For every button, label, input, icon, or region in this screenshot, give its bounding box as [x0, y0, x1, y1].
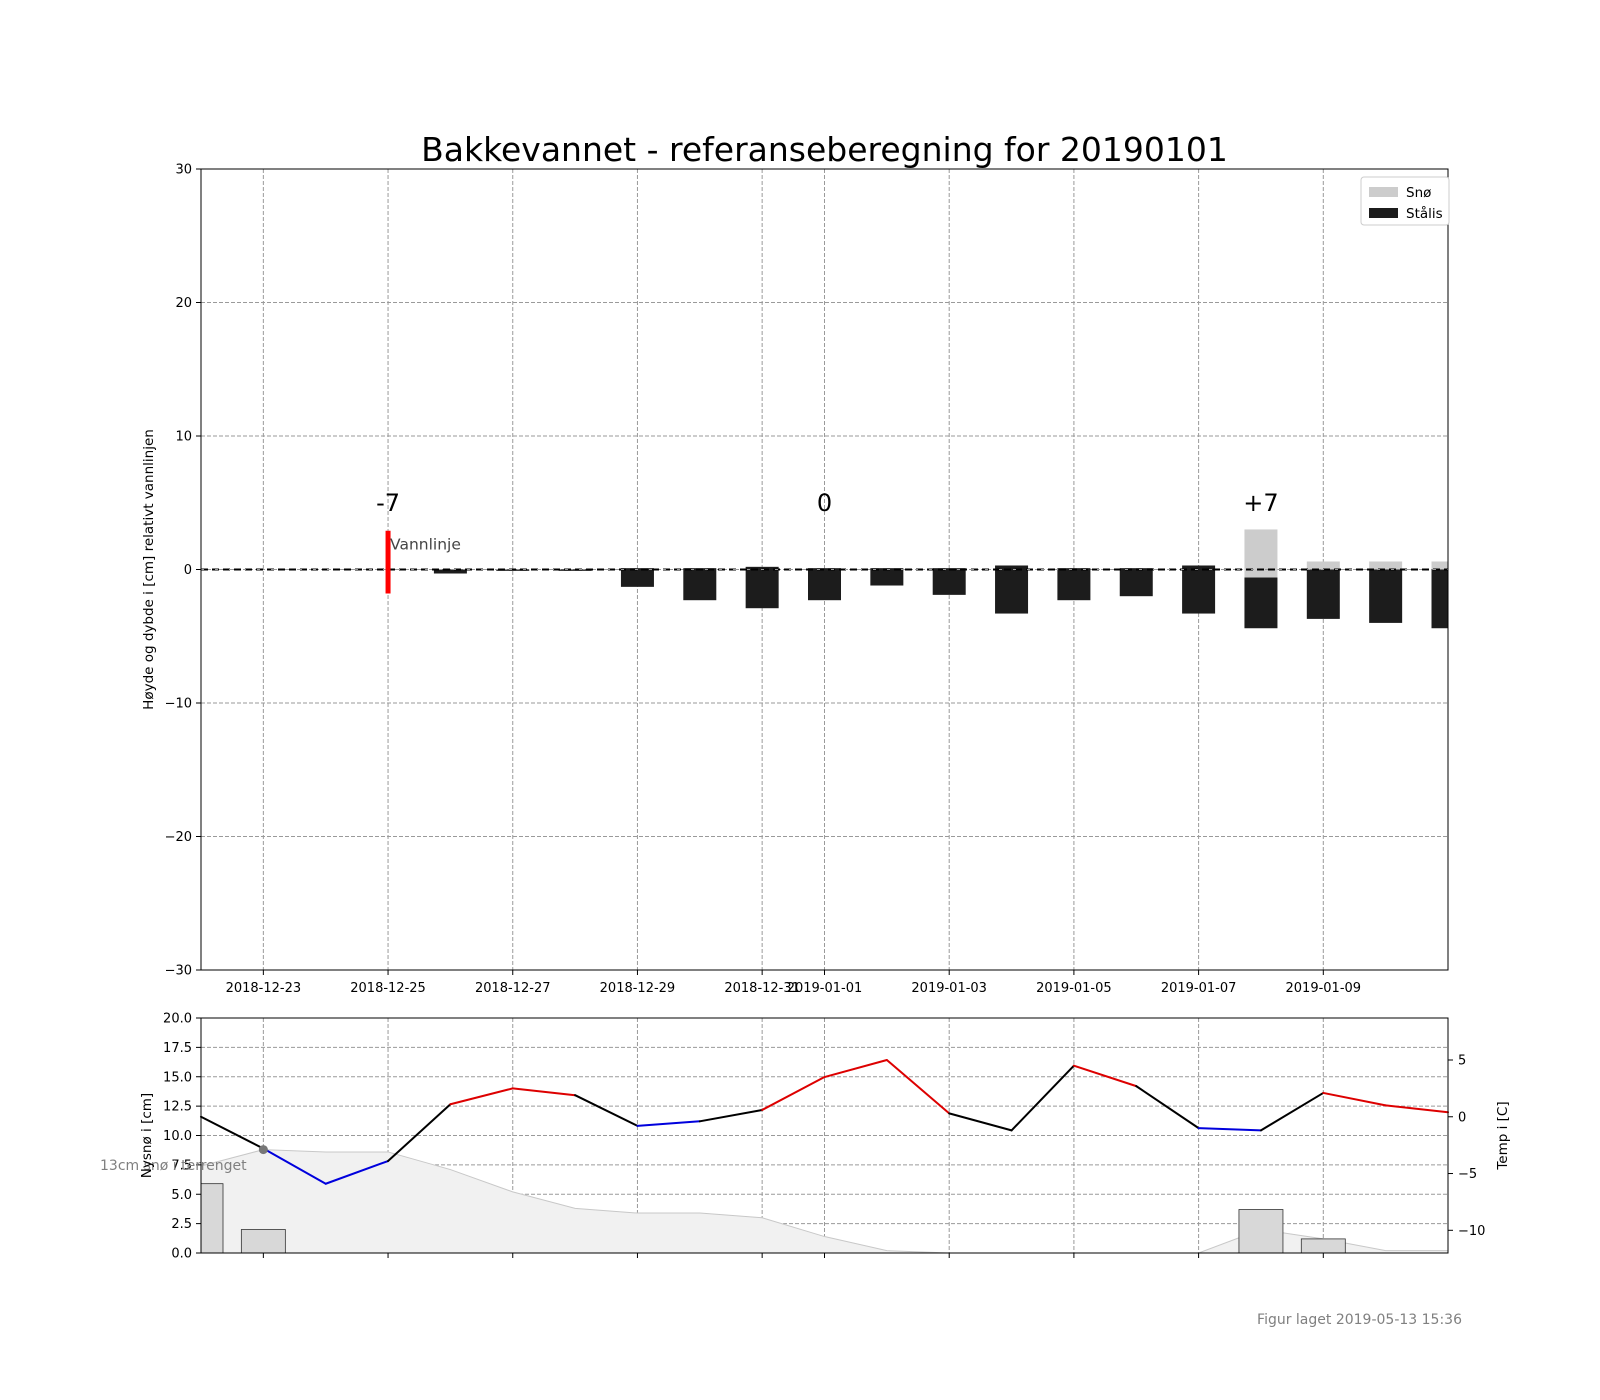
bottom-y-tick-label: 7.5 — [171, 1158, 192, 1173]
bottom-y-tick-label: 10.0 — [163, 1129, 192, 1144]
bottom-y-tick-label: 20.0 — [163, 1012, 192, 1027]
temp-tick-label: −10 — [1458, 1224, 1485, 1239]
top-x-tick-label: 2018-12-25 — [350, 981, 426, 996]
new-snow-bar — [1238, 1209, 1284, 1254]
top-y-tick-label: 0 — [184, 563, 192, 578]
temp-tick-label: −5 — [1458, 1167, 1477, 1182]
bottom-y-tick-label: 5.0 — [171, 1188, 192, 1203]
ice-bar — [870, 568, 904, 586]
bottom-y-tick-label: 15.0 — [163, 1070, 192, 1085]
top-chart-frame — [200, 168, 1449, 971]
temperature-segment — [262, 1147, 327, 1185]
temperature-segment — [823, 1059, 888, 1079]
top-chart-annotations: Vannlinje -7 0 +7 — [376, 489, 1279, 594]
legend-label: Stålis — [1406, 205, 1443, 222]
temperature-segment — [1135, 1085, 1200, 1130]
bottom-chart-temperature — [200, 1059, 1449, 1185]
bottom-chart-annotations: 13cm snø i terrenget — [100, 1145, 268, 1174]
top-chart-ticks: −30 −20 −10 0 10 20 30 2018-12-23 2018-12-25 2018… — [165, 163, 1362, 997]
top-y-tick-label: −30 — [165, 964, 192, 979]
ice-bar — [620, 568, 654, 587]
temperature-segment — [1322, 1091, 1387, 1107]
ice-bar — [1244, 577, 1278, 629]
ice-bar — [932, 568, 966, 595]
temperature-segment — [387, 1103, 452, 1163]
top-y-tick-label: −10 — [165, 697, 192, 712]
temperature-segment — [1010, 1064, 1075, 1132]
day-marker: +7 — [1243, 489, 1278, 517]
waterline-label: Vannlinje — [390, 535, 461, 553]
temperature-segment — [324, 1160, 390, 1185]
top-x-tick-label: 2019-01-09 — [1286, 981, 1362, 996]
new-snow-bar — [240, 1229, 286, 1254]
bottom-chart-ticks: 0.0 2.5 5.0 7.5 10.0 12.5 15.0 17.5 20.0 −10 −5 0 5 — [163, 1012, 1485, 1262]
snow-bar — [1369, 561, 1403, 570]
temperature-segment — [948, 1112, 1013, 1132]
temperature-segment — [885, 1059, 951, 1115]
top-x-tick-label: 2019-01-03 — [911, 981, 987, 996]
chart-title: Bakkevannet - referanseberegning for 201… — [421, 130, 1228, 169]
top-y-axis-label: Høyde og dybde i [cm] relativt vannlinje… — [141, 429, 157, 710]
top-chart-bars — [433, 529, 1448, 629]
bottom-y-tick-label: 0.0 — [171, 1247, 192, 1262]
temperature-segment — [1197, 1127, 1262, 1132]
new-snow-bar — [200, 1183, 224, 1254]
top-y-tick-label: 30 — [175, 163, 192, 178]
temperature-segment — [698, 1108, 764, 1123]
temperature-segment — [449, 1087, 514, 1106]
ice-bar — [683, 568, 717, 601]
top-x-tick-label: 2018-12-23 — [226, 981, 302, 996]
temperature-axis-label: Temp i [C] — [1495, 1101, 1511, 1170]
ice-bar — [1119, 568, 1153, 597]
ice-bar — [745, 566, 779, 609]
temperature-segment — [1259, 1091, 1325, 1132]
snow-observation-label: 13cm snø i terrenget — [100, 1158, 247, 1174]
top-x-tick-label: 2019-01-07 — [1161, 981, 1237, 996]
top-chart-grid — [201, 169, 1448, 970]
ice-bar — [808, 568, 841, 601]
legend-label: Snø — [1406, 185, 1431, 201]
top-x-tick-label: 2019-01-01 — [787, 981, 863, 996]
temperature-segment — [1384, 1104, 1449, 1114]
snow-bar — [1306, 561, 1340, 570]
legend-swatch — [1369, 208, 1398, 218]
snow-bar — [1431, 561, 1448, 570]
ice-bar — [995, 565, 1029, 614]
top-y-tick-label: −20 — [165, 830, 192, 845]
top-x-tick-label: 2018-12-27 — [475, 981, 551, 996]
temp-tick-label: 0 — [1458, 1110, 1466, 1125]
bottom-y-tick-label: 17.5 — [163, 1041, 192, 1056]
top-x-tick-label: 2019-01-05 — [1036, 981, 1112, 996]
legend: Snø Stålis — [1360, 176, 1450, 226]
ice-bar — [433, 569, 467, 574]
temperature-segment — [574, 1094, 639, 1127]
top-x-tick-label: 2018-12-31 — [724, 981, 800, 996]
figure-timestamp: Figur laget 2019-05-13 15:36 — [1257, 1312, 1462, 1328]
temperature-segment — [636, 1120, 701, 1127]
temperature-segment — [200, 1115, 265, 1150]
temperature-segment — [1072, 1064, 1138, 1088]
top-y-tick-label: 10 — [175, 430, 192, 445]
bottom-y-tick-label: 12.5 — [163, 1100, 192, 1115]
ice-bar — [1306, 569, 1340, 619]
ice-bar — [1369, 569, 1403, 623]
ice-bar — [1182, 565, 1216, 614]
new-snow-bar — [1300, 1238, 1346, 1254]
snow-observation-point — [258, 1145, 268, 1155]
top-y-tick-label: 20 — [175, 296, 192, 311]
legend-swatch — [1369, 187, 1398, 197]
temperature-segment — [761, 1076, 826, 1111]
bottom-y-axis-label: Nysnø i [cm] — [139, 1093, 155, 1178]
day-marker: -7 — [376, 489, 400, 517]
bottom-y-tick-label: 2.5 — [171, 1217, 192, 1232]
ice-bar — [1057, 568, 1091, 601]
temperature-segment — [511, 1087, 577, 1097]
ice-bar — [1431, 569, 1448, 629]
bottom-chart-frame — [200, 1017, 1449, 1254]
top-x-tick-label: 2018-12-29 — [600, 981, 676, 996]
day-marker: 0 — [817, 489, 832, 517]
temp-tick-label: 5 — [1458, 1054, 1466, 1069]
